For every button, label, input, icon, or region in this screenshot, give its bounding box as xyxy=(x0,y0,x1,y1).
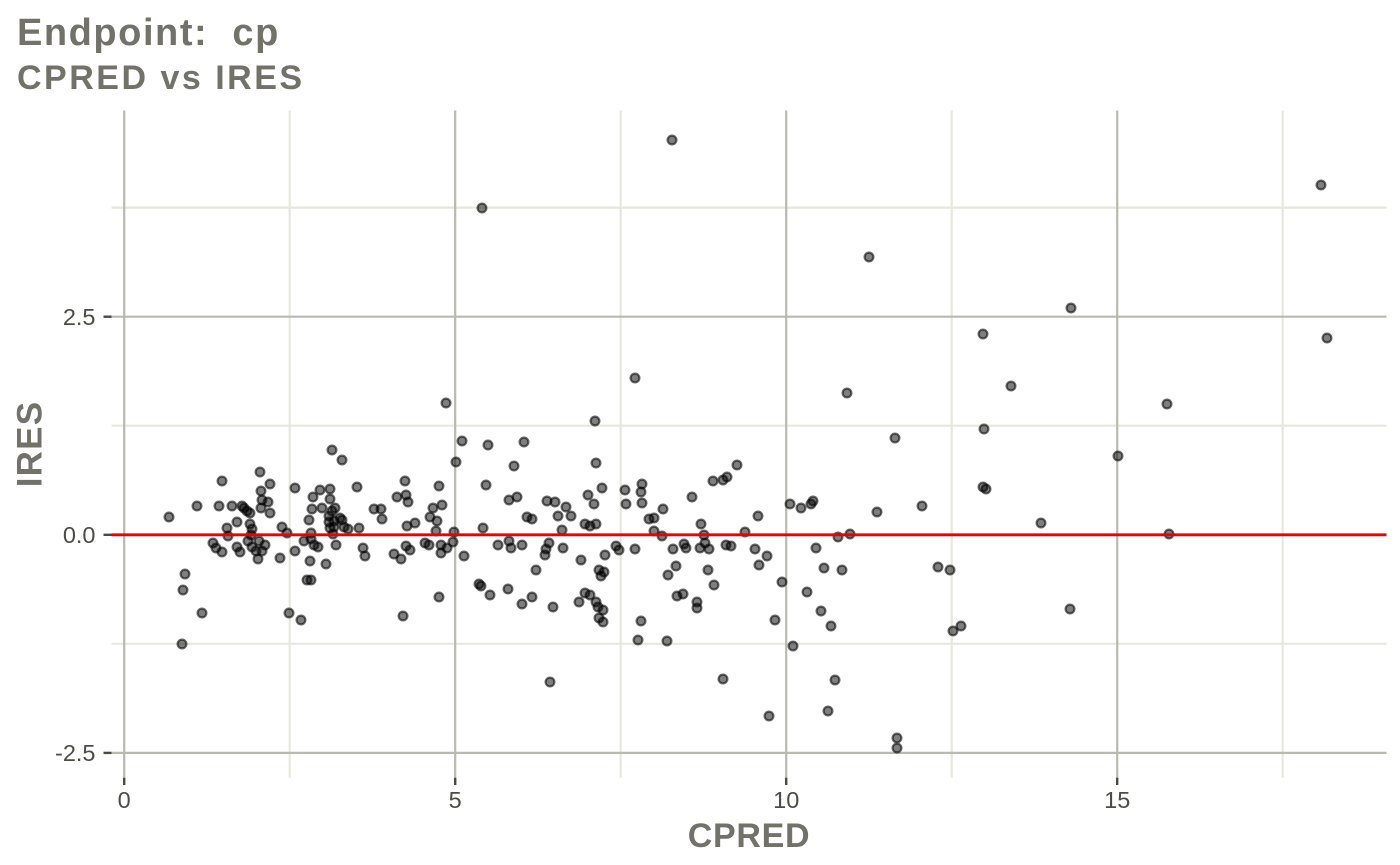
svg-text:-2.5: -2.5 xyxy=(55,740,96,766)
svg-text:10: 10 xyxy=(773,787,799,813)
svg-text:5: 5 xyxy=(449,787,462,813)
svg-text:IRES: IRES xyxy=(11,401,50,488)
svg-text:2.5: 2.5 xyxy=(63,304,96,330)
svg-text:0.0: 0.0 xyxy=(63,522,96,548)
svg-text:CPRED vs IRES: CPRED vs IRES xyxy=(17,59,305,97)
svg-text:0: 0 xyxy=(118,787,131,813)
svg-text:Endpoint: cp: Endpoint: cp xyxy=(17,12,280,54)
svg-text:CPRED: CPRED xyxy=(688,817,811,855)
svg-text:15: 15 xyxy=(1104,787,1130,813)
